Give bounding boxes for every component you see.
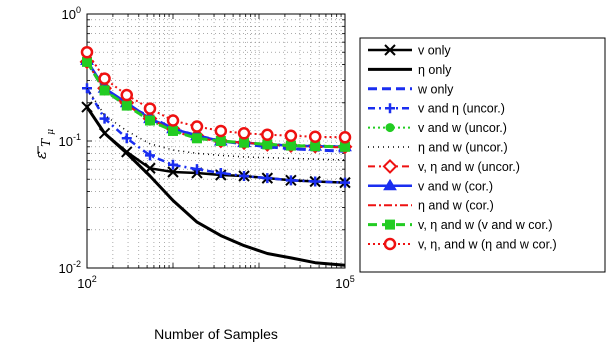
series-4: [82, 83, 350, 188]
series-point: [308, 130, 322, 144]
series-point: [98, 72, 111, 85]
series-point: [285, 140, 296, 151]
svg-text:ε T μ: ε T μ: [32, 129, 56, 159]
legend-entry: η only: [368, 63, 452, 77]
series-point: [166, 114, 180, 127]
legend: v only η only w only v and η (uncor.) v and …: [359, 37, 606, 273]
x-axis-label: Number of Samples: [154, 326, 278, 342]
legend-label: v and w (uncor.): [418, 121, 507, 135]
y-tick-label-base: 10: [62, 7, 76, 22]
y-tick-label-base: 10: [59, 134, 73, 149]
legend-label: η only: [418, 63, 452, 77]
series-point: [215, 136, 226, 146]
x-tick-label-base: 10: [335, 276, 349, 291]
y-axis-label-symbol: ε: [32, 151, 50, 159]
series-point: [82, 56, 92, 67]
legend-entry: η and w (cor.): [368, 199, 494, 213]
legend-marker: [383, 178, 397, 191]
legend-entry: w only: [368, 82, 454, 96]
series-point: [82, 83, 92, 94]
y-tick-label-base: 10: [59, 261, 73, 276]
y-tick-label-exp: 0: [76, 5, 81, 15]
legend-entry: η and w (uncor.): [368, 141, 508, 155]
series-6: [86, 87, 346, 161]
legend-label: v only: [418, 44, 451, 58]
series-point: [144, 150, 155, 161]
series-point: [239, 171, 250, 182]
legend-label: w only: [417, 82, 454, 96]
legend-marker: [385, 219, 395, 230]
series-point: [168, 159, 178, 170]
legend-label: v and w (cor.): [418, 179, 493, 193]
y-tick-label: 10-1: [59, 132, 81, 149]
legend-marker: [385, 123, 395, 133]
series-point: [121, 100, 132, 111]
series-point: [310, 141, 321, 152]
x-tick-label-base: 10: [77, 276, 91, 291]
series-point: [143, 102, 157, 115]
series-point: [168, 125, 178, 136]
series-point: [262, 173, 273, 184]
legend-marker: [382, 158, 398, 174]
series-point: [310, 176, 321, 187]
legend-label: v, η and w (v and w cor.): [418, 218, 553, 232]
x-tick-label: 105: [335, 274, 354, 291]
series-point: [120, 88, 134, 102]
legend-entry: v and w (uncor.): [368, 121, 507, 135]
x-tick-label-exp: 5: [350, 274, 355, 284]
series-point: [190, 120, 204, 133]
legend-entry: v and w (cor.): [368, 178, 493, 193]
y-tick-label-exp: -1: [73, 132, 81, 142]
y-axis-label-sub-mu: μ: [46, 129, 56, 135]
legend-entry: v and η (uncor.): [368, 102, 505, 116]
series-line: [85, 106, 346, 267]
y-tick-label: 100: [62, 5, 81, 22]
ticks: [87, 14, 345, 268]
series-point: [284, 129, 298, 142]
series-point: [215, 167, 226, 178]
series-point: [191, 133, 202, 144]
y-tick-label: 10-2: [59, 259, 81, 276]
legend-label: v and η (uncor.): [418, 102, 505, 116]
legend-entry: v, η and w (v and w cor.): [368, 218, 553, 232]
series-point: [167, 166, 179, 178]
series-point: [80, 45, 94, 59]
series-2: [85, 106, 346, 267]
legend-marker: [385, 103, 395, 114]
series-line: [86, 87, 346, 161]
legend-box: [359, 37, 606, 273]
series-point: [99, 113, 110, 124]
x-tick-label-exp: 2: [92, 274, 97, 284]
legend-label: v, η, and w (η and w cor.): [418, 238, 557, 252]
series-point: [121, 133, 132, 144]
series-point: [262, 139, 273, 150]
series-group: [79, 45, 353, 267]
series-point: [214, 124, 228, 138]
legend-label: η and w (cor.): [418, 199, 494, 213]
legend-entry: v only: [368, 44, 451, 58]
series-point: [340, 141, 350, 152]
series-point: [285, 175, 296, 186]
y-tick-label-exp: -2: [73, 259, 81, 269]
legend-label: v, η and w (uncor.): [418, 160, 520, 174]
legend-label: η and w (uncor.): [418, 141, 508, 155]
series-point: [144, 115, 155, 126]
series-point: [338, 131, 352, 144]
y-axis-label: ε T μ: [32, 129, 56, 159]
x-tick-label: 102: [77, 274, 96, 291]
legend-entry: v, η, and w (η and w cor.): [368, 238, 557, 252]
series-point: [191, 164, 202, 175]
series-11: [80, 45, 352, 144]
series-point: [261, 128, 274, 141]
series-point: [340, 177, 350, 188]
series-point: [237, 127, 251, 140]
legend-entry: v, η and w (uncor.): [368, 158, 520, 174]
legend-marker: [383, 237, 397, 251]
legend-marker: [384, 44, 396, 56]
y-axis-label-sub-t: T: [39, 138, 53, 147]
series-point: [99, 85, 110, 96]
